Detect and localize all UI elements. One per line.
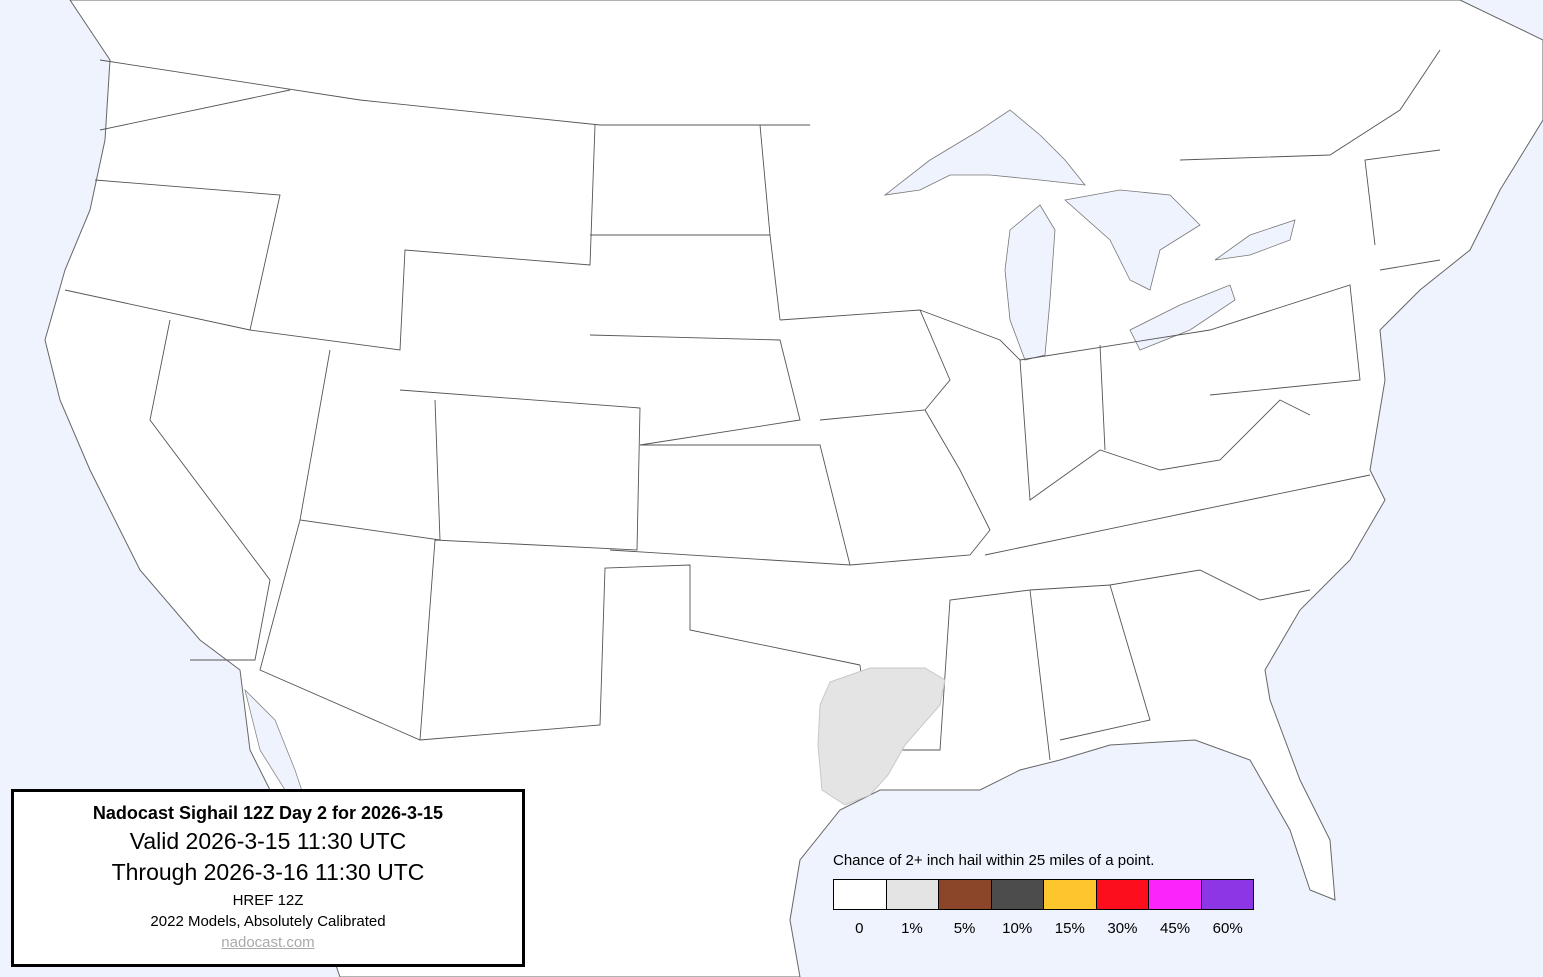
legend-label: 1% — [901, 920, 923, 937]
legend-label: 0 — [855, 920, 864, 937]
legend-swatch — [1044, 880, 1097, 909]
legend-label: 45% — [1160, 920, 1191, 937]
legend-label: 15% — [1054, 920, 1085, 937]
calibration-note: 2022 Models, Absolutely Calibrated — [150, 913, 386, 930]
legend-swatch — [834, 880, 887, 909]
legend-swatch — [1149, 880, 1202, 909]
lake-michigan — [1004, 204, 1056, 361]
lake-erie — [1129, 284, 1236, 351]
lake-superior — [883, 109, 1086, 196]
legend-swatch — [1201, 880, 1253, 909]
state-borders — [64, 49, 1441, 761]
nadocast-link[interactable]: nadocast.com — [221, 934, 315, 951]
legend-swatch — [991, 880, 1044, 909]
legend-swatch — [939, 880, 992, 909]
great-lakes — [883, 109, 1296, 361]
forecast-title: Nadocast Sighail 12Z Day 2 for 2026-3-15 — [92, 803, 444, 823]
legend-color-bar — [833, 879, 1254, 910]
lake-huron — [1064, 189, 1201, 291]
legend-labels: 0 1% 5% 10% 15% 30% 45% 60% — [833, 920, 1254, 937]
model-run: HREF 12Z — [232, 892, 304, 909]
legend-label: 60% — [1212, 920, 1243, 937]
legend-label: 10% — [1002, 920, 1033, 937]
legend-label: 5% — [953, 920, 976, 937]
lake-ontario — [1214, 219, 1296, 261]
legend-label: 30% — [1107, 920, 1138, 937]
valid-time: Valid 2026-3-15 11:30 UTC — [129, 828, 407, 854]
probability-legend: Chance of 2+ inch hail within 25 miles o… — [833, 852, 1254, 937]
legend-title: Chance of 2+ inch hail within 25 miles o… — [833, 852, 1155, 869]
hail-probability-1pct-area — [817, 667, 946, 806]
through-time: Through 2026-3-16 11:30 UTC — [111, 859, 425, 885]
forecast-info-box: Nadocast Sighail 12Z Day 2 for 2026-3-15… — [11, 789, 525, 967]
legend-swatch — [1096, 880, 1149, 909]
legend-swatch — [886, 880, 939, 909]
